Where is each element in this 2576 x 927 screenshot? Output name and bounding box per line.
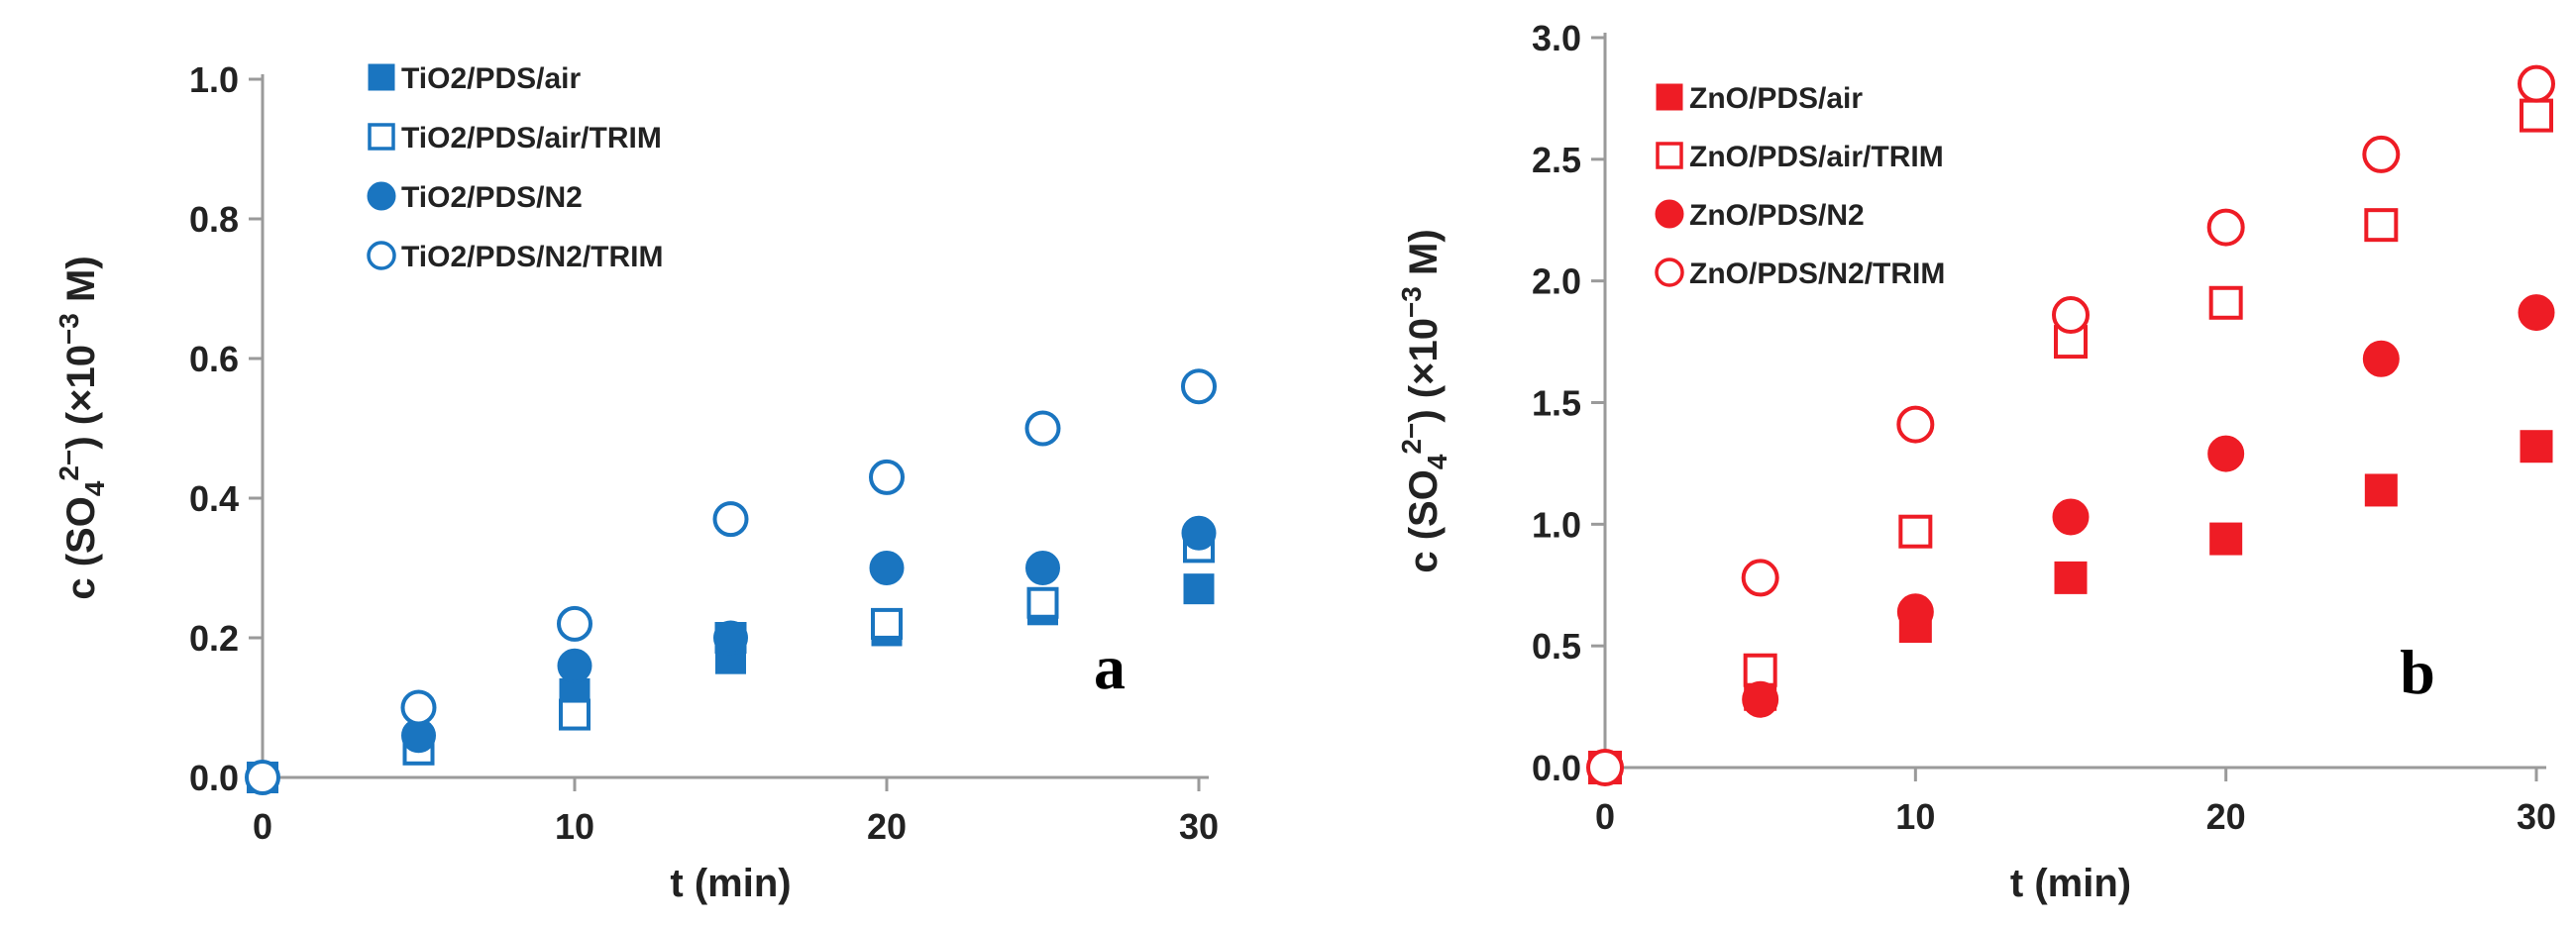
panel-b-y-tick-label: 0.5 (1532, 626, 1581, 667)
panel-a-point-tio2-pds-n2-trim (400, 689, 437, 726)
panel-a-chart: 0 10 20 30 0.0 0.2 0.4 0.6 0.8 1.0 t (min) c (SO42−… (54, 59, 1219, 905)
panel-b-point-zno-pds-n2-trim (2206, 208, 2245, 247)
panel-b-point-zno-pds-air (2364, 473, 2398, 507)
panel-a-y-tick-label: 1.0 (189, 59, 239, 100)
panel-a-point-tio2-pds-air (1183, 573, 1215, 605)
panel-a-point-tio2-pds-n2 (869, 551, 905, 585)
panel-b-point-zno-pds-air (2520, 430, 2553, 464)
panel-b-legend-marker (1656, 142, 1683, 169)
panel-a-y-tick-label: 0.0 (189, 758, 239, 798)
panel-b-y-tick-label: 2.5 (1532, 140, 1581, 180)
panel-a-x-axis-label: t (min) (670, 862, 791, 905)
panel-b-legend-marker (1655, 199, 1684, 229)
panel-a-series-4 (245, 368, 1217, 795)
panel-a-legend-marker (368, 123, 395, 151)
panel-a-point-tio2-pds-n2-trim (1024, 410, 1061, 447)
panel-b-point-zno-pds-n2-trim (1741, 559, 1779, 597)
panel-a-point-tio2-pds-n2-trim (712, 501, 749, 538)
panel-b-point-zno-pds-air (2054, 561, 2088, 594)
panel-b-series-1 (1588, 430, 2553, 784)
panel-b-y-tick-label: 3.0 (1532, 18, 1581, 58)
panel-b-point-zno-pds-n2 (2518, 294, 2555, 332)
panel-b-point-zno-pds-air-trim (2520, 98, 2553, 133)
panel-b-x-tick-label: 0 (1595, 796, 1615, 837)
panel-b-legend-label: ZnO/PDS/air/TRIM (1689, 141, 1944, 173)
panel-b-x-tick-label: 20 (2206, 796, 2246, 837)
panel-b-legend-label: ZnO/PDS/air (1689, 82, 1863, 115)
panel-a-legend: TiO2/PDS/air TiO2/PDS/air/TRIM TiO2/PDS/N2… (367, 62, 664, 273)
panel-b-y-tick-label: 1.0 (1532, 504, 1581, 545)
panel-a-panel-label: a (1094, 632, 1126, 702)
panel-b-y-axis-label: c (SO42−) (×10−3 M) (1396, 229, 1452, 572)
panel-a-legend-label: TiO2/PDS/air/TRIM (401, 122, 662, 154)
panel-b-point-zno-pds-air-trim (1743, 653, 1777, 687)
panel-b-point-zno-pds-n2 (1742, 680, 1779, 718)
panel-a-legend-marker (367, 181, 396, 211)
panel-b-point-zno-pds-n2 (2207, 435, 2245, 472)
panel-a-point-tio2-pds-n2 (1181, 515, 1217, 551)
panel-a-x-tick-label: 10 (555, 806, 594, 847)
panel-b-y-tick-label: 1.5 (1532, 383, 1581, 424)
panel-a-x-tick-label: 30 (1179, 806, 1219, 847)
panel-b-point-zno-pds-air (2209, 522, 2243, 556)
panel-a-point-tio2-pds-n2-trim (1181, 368, 1217, 405)
panel-a-legend-marker (367, 241, 396, 270)
panel-b-point-zno-pds-air-trim (2364, 208, 2399, 243)
panel-b-legend: ZnO/PDS/air ZnO/PDS/air/TRIM ZnO/PDS/N2 ZnO… (1655, 82, 1945, 290)
panel-a-point-tio2-pds-n2 (557, 648, 592, 683)
panel-a-point-tio2-pds-n2-trim (869, 459, 905, 495)
panel-a-point-tio2-pds-n2-trim (557, 605, 592, 642)
panel-b-x-tick-label: 10 (1895, 796, 1935, 837)
panel-a-series-1 (247, 573, 1215, 793)
panel-b-point-zno-pds-air-trim (2208, 285, 2243, 320)
panel-b-panel-label: b (2400, 637, 2435, 707)
panel-b-series-3 (1586, 294, 2555, 786)
panel-b-legend-label: ZnO/PDS/N2 (1689, 199, 1865, 232)
panel-a-point-tio2-pds-air-trim (1026, 586, 1059, 619)
panel-b-point-zno-pds-n2-trim (1586, 749, 1624, 786)
panel-b-series-4 (1586, 64, 2555, 786)
panel-b-point-zno-pds-n2 (1896, 593, 1934, 631)
panel-b-point-zno-pds-n2-trim (1896, 405, 1935, 444)
panel-b-legend-marker (1656, 83, 1683, 111)
panel-a-point-tio2-pds-n2 (1025, 551, 1060, 585)
panel-b-legend-marker (1655, 258, 1684, 287)
panel-a-point-tio2-pds-air-trim (559, 698, 590, 731)
panel-a-legend-label: TiO2/PDS/N2 (401, 181, 583, 214)
panel-b-point-zno-pds-n2 (2362, 340, 2400, 377)
panel-a-point-tio2-pds-air-trim (871, 607, 903, 640)
panel-b-x-tick-label: 30 (2517, 796, 2556, 837)
panel-a-legend-marker (368, 63, 395, 91)
panel-a-x-tick-label: 20 (867, 806, 907, 847)
panel-b-point-zno-pds-n2-trim (2052, 296, 2090, 335)
panel-b-chart: 0 10 20 30 0.0 0.5 1.0 1.5 2.0 2.5 3.0 t (min) c (SO… (1396, 18, 2556, 905)
panel-a-y-tick-label: 0.8 (189, 199, 239, 240)
panel-a-legend-label: TiO2/PDS/N2/TRIM (401, 241, 664, 273)
panel-b-point-zno-pds-n2 (2052, 498, 2090, 536)
panel-a-legend-label: TiO2/PDS/air (401, 62, 582, 95)
panel-b-x-axis-label: t (min) (2010, 862, 2131, 905)
panel-a-point-tio2-pds-n2 (713, 620, 748, 656)
panel-a-y-tick-label: 0.6 (189, 339, 239, 379)
panel-b-point-zno-pds-n2-trim (2362, 135, 2401, 173)
panel-b-y-tick-label: 0.0 (1532, 748, 1581, 788)
panel-b-y-tick-label: 2.0 (1532, 261, 1581, 302)
panel-b-point-zno-pds-n2-trim (2518, 64, 2555, 103)
panel-a-point-tio2-pds-n2-trim (245, 760, 280, 795)
panel-b-point-zno-pds-air-trim (1898, 514, 1933, 549)
panel-a-y-tick-label: 0.2 (189, 618, 239, 659)
panel-b-legend-label: ZnO/PDS/N2/TRIM (1689, 258, 1945, 290)
panel-a-y-axis-label: c (SO42−) (×10−3 M) (54, 256, 110, 599)
panel-a-x-tick-label: 0 (253, 806, 272, 847)
panel-a-y-tick-label: 0.4 (189, 478, 239, 519)
